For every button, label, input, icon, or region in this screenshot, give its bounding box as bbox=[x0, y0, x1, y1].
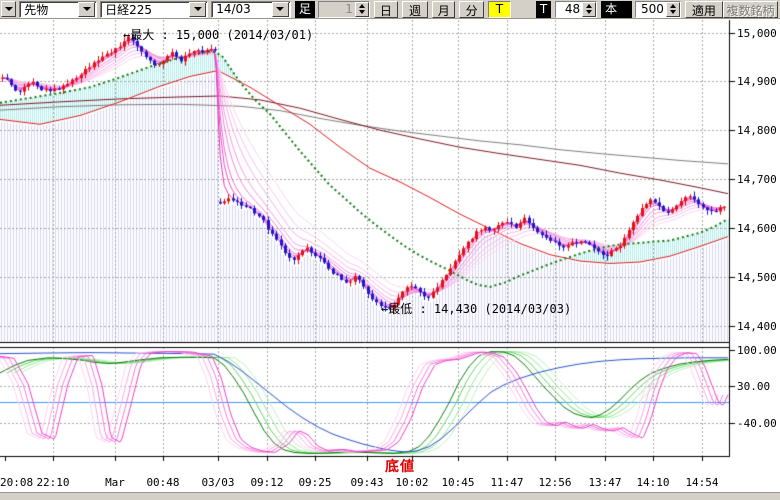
dropdown-arrow-icon[interactable] bbox=[78, 1, 96, 17]
period-day-button[interactable]: 日 bbox=[373, 0, 398, 18]
time-axis-label: 12:56 bbox=[538, 476, 572, 489]
price-axis-label: 14,900 bbox=[737, 75, 777, 88]
oscillator-axis-label: -40.00 bbox=[737, 417, 777, 430]
price-axis-label: 15,000 bbox=[737, 27, 777, 40]
bar-interval-value: 1 bbox=[318, 1, 355, 17]
price-axis-label: 14,600 bbox=[737, 222, 777, 235]
time-axis-label: 03/03 bbox=[201, 476, 235, 489]
time-axis-label: 09:12 bbox=[250, 476, 284, 489]
time-axis-label: 13:47 bbox=[588, 476, 622, 489]
price-chart-canvas[interactable] bbox=[0, 19, 780, 492]
symbol-select[interactable]: 日経225 bbox=[100, 0, 209, 18]
price-axis-label: 14,700 bbox=[737, 173, 777, 186]
time-axis-label: 10:45 bbox=[441, 476, 475, 489]
bar-count-spinner[interactable]: 500 bbox=[634, 0, 681, 18]
time-axis-label: 00:48 bbox=[146, 476, 180, 489]
toolbar: 先物 日経225 14/03 足 1 日 週 月 分 T T 48 本数 500 bbox=[0, 0, 780, 33]
symbol-select-value: 日経225 bbox=[105, 2, 152, 17]
tick-count-spinner[interactable]: 48 bbox=[555, 0, 598, 18]
time-axis-label: 14:10 bbox=[636, 476, 670, 489]
bar-count-label: 本数 bbox=[601, 0, 632, 33]
time-axis-label: 22:10 bbox=[36, 476, 70, 489]
time-axis-label: 09:25 bbox=[298, 476, 332, 489]
oscillator-axis-label: 100.00 bbox=[737, 344, 777, 357]
time-axis-label: 10:02 bbox=[395, 476, 429, 489]
period-week-button[interactable]: 週 bbox=[401, 0, 429, 18]
time-axis-label: 09:43 bbox=[350, 476, 384, 489]
market-select[interactable]: 先物 bbox=[19, 0, 98, 18]
window-bottom-edge bbox=[0, 492, 780, 500]
oscillator-axis-label: 30.00 bbox=[737, 380, 771, 393]
spinner-arrows-icon[interactable] bbox=[582, 1, 597, 17]
market-select-value: 先物 bbox=[24, 2, 49, 17]
time-axis-label: 11:47 bbox=[490, 476, 524, 489]
bar-count-value[interactable]: 500 bbox=[635, 1, 666, 17]
bar-interval-spinner: 1 bbox=[317, 0, 370, 18]
period-tick-button[interactable]: T bbox=[487, 0, 511, 18]
contract-month-value: 14/03 bbox=[216, 2, 251, 16]
apply-button[interactable]: 適用 bbox=[684, 0, 723, 18]
time-axis-label: 14:54 bbox=[685, 476, 719, 489]
tick-unit-label: T bbox=[535, 0, 552, 18]
min-price-annotation: ←最低 : 14,430 (2014/03/03) bbox=[381, 302, 572, 316]
bottom-price-annotation: 底値 bbox=[385, 459, 415, 475]
time-axis-label: Mar bbox=[105, 476, 125, 489]
time-axis-label: 20:08 bbox=[0, 476, 34, 489]
history-dropdown-button[interactable] bbox=[1, 1, 17, 17]
spinner-arrows-icon[interactable] bbox=[354, 1, 369, 17]
spinner-arrows-icon[interactable] bbox=[665, 1, 680, 17]
price-axis-label: 14,800 bbox=[737, 124, 777, 137]
max-price-annotation: ←最大 : 15,000 (2014/03/01) bbox=[123, 28, 314, 42]
period-month-button[interactable]: 月 bbox=[432, 0, 456, 18]
dropdown-arrow-icon[interactable] bbox=[271, 1, 289, 17]
period-minute-button[interactable]: 分 bbox=[459, 0, 484, 18]
dropdown-arrow-icon[interactable] bbox=[189, 1, 207, 17]
tick-count-value[interactable]: 48 bbox=[556, 1, 583, 17]
bar-type-label: 足 bbox=[294, 0, 315, 18]
price-axis-label: 14,500 bbox=[737, 271, 777, 284]
price-axis-label: 14,400 bbox=[737, 320, 777, 333]
multi-symbol-button: 複数銘柄 bbox=[722, 0, 778, 18]
contract-month-select[interactable]: 14/03 bbox=[211, 0, 291, 18]
dropdown-arrow-icon bbox=[4, 7, 13, 11]
